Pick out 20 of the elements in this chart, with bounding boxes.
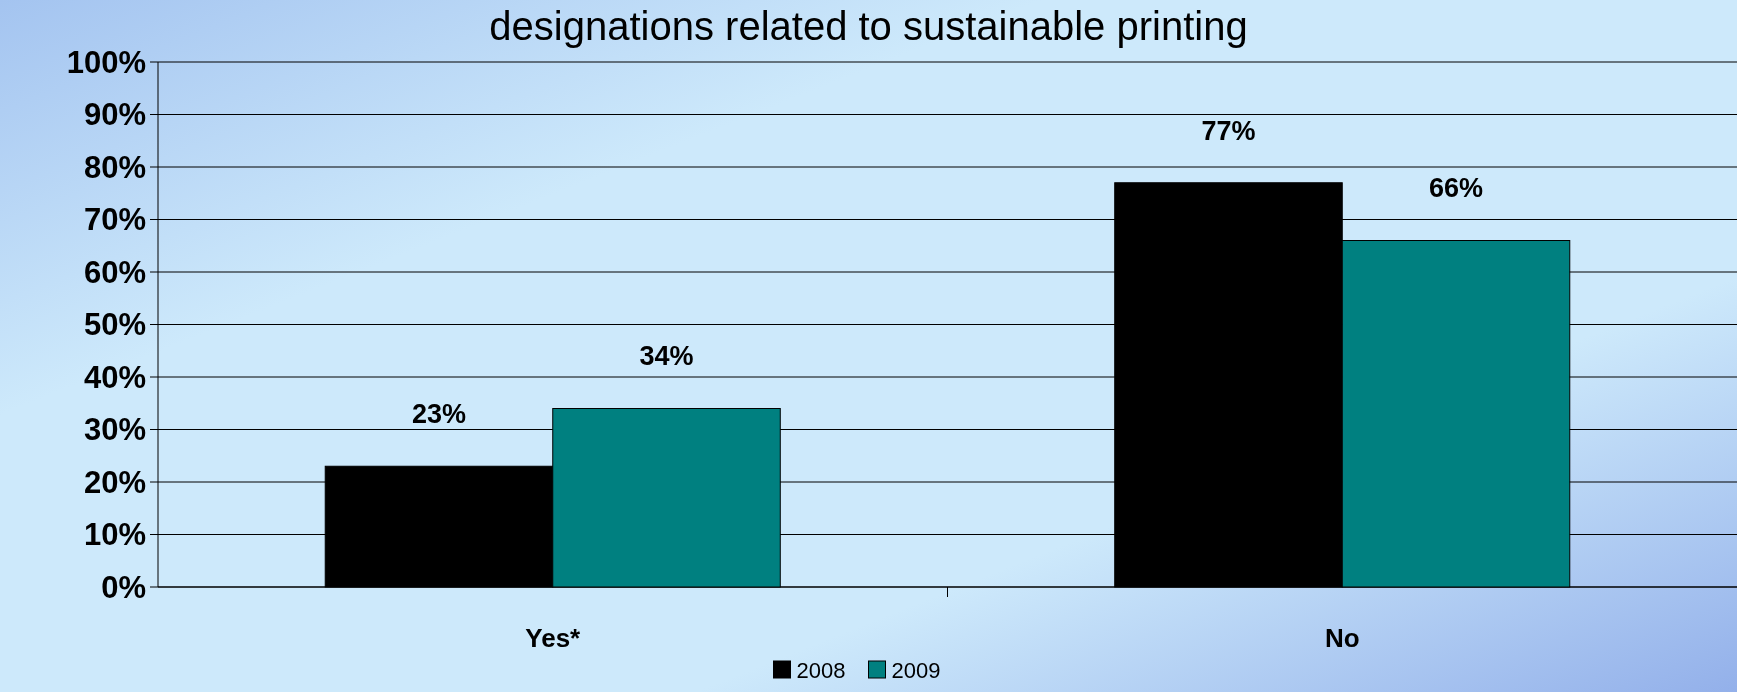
y-tick-label: 60% (83, 254, 146, 290)
y-tick-label: 10% (83, 517, 146, 553)
x-tick-label: No (1324, 623, 1360, 653)
data-label: 34% (639, 341, 694, 372)
y-tick-label: 20% (83, 464, 146, 500)
x-tick-label: Yes* (525, 623, 582, 653)
y-tick-label: 70% (83, 202, 146, 238)
y-tick-label: 50% (83, 307, 146, 343)
legend-label: 2009 (891, 658, 941, 683)
data-label: 66% (1428, 173, 1484, 204)
y-tick-label: 90% (83, 97, 146, 133)
data-label: 77% (1201, 115, 1256, 146)
y-tick-label: 30% (83, 412, 146, 448)
y-tick-label: 80% (83, 149, 146, 185)
legend-label: 2008 (796, 658, 846, 683)
y-tick-label: 100% (66, 44, 146, 80)
data-label: 23% (411, 399, 467, 430)
chart-title: designations related to sustainable printing (489, 4, 1248, 48)
y-tick-label: 40% (83, 359, 146, 395)
y-tick-label: 0% (101, 569, 146, 605)
